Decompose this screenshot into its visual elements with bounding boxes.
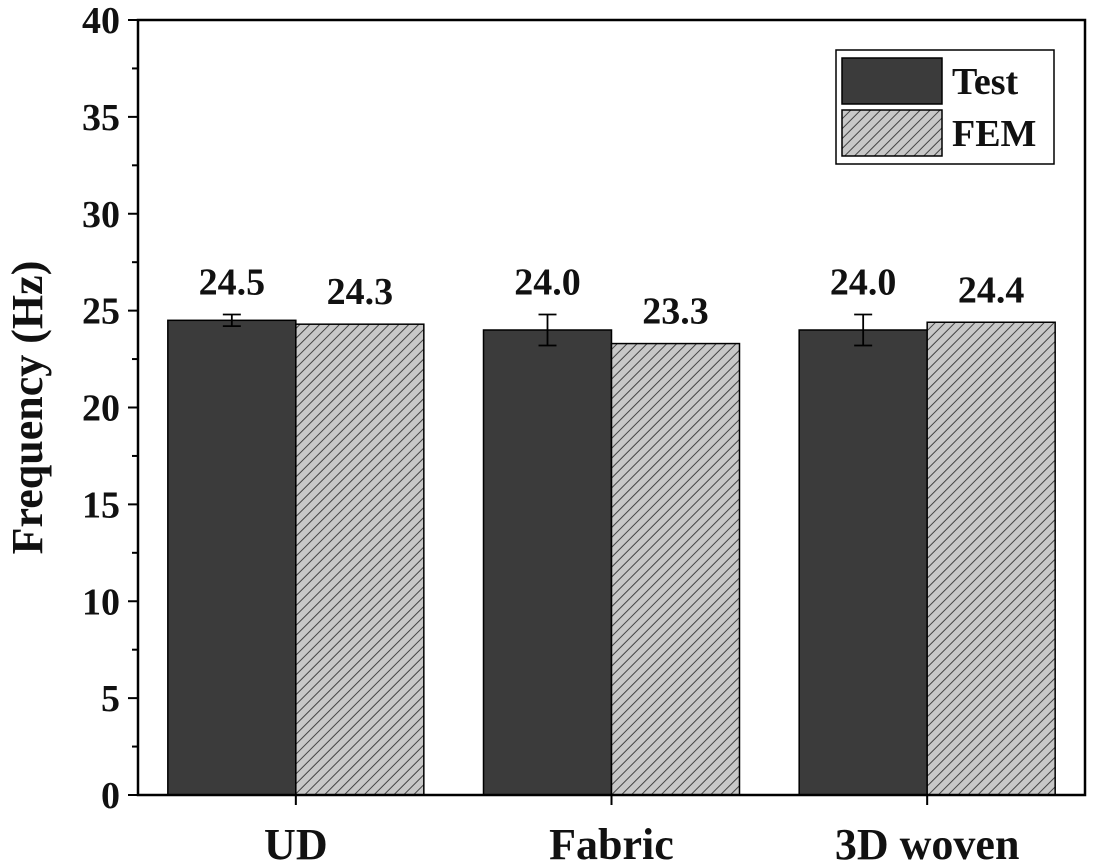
legend-label: FEM [952, 113, 1036, 155]
data-label: 24.4 [958, 269, 1025, 311]
legend-swatch-test [841, 57, 943, 105]
bar-fem-0 [295, 323, 425, 796]
bar-test-1 [482, 329, 613, 796]
data-label: 24.3 [327, 271, 394, 313]
y-tick-label: 20 [82, 388, 120, 430]
y-tick-label: 10 [82, 581, 120, 623]
legend-label: Test [952, 61, 1019, 103]
y-axis-title: Frequency (Hz) [3, 261, 52, 555]
y-tick-label: 35 [82, 97, 120, 139]
data-label: 24.5 [199, 262, 266, 304]
legend-swatch-fem [841, 109, 943, 157]
x-tick-label: Fabric [549, 820, 674, 864]
y-tick-label: 40 [82, 0, 120, 42]
data-label: 24.0 [514, 262, 581, 304]
bar-fem-1 [610, 342, 741, 796]
y-tick-label: 30 [82, 194, 120, 236]
x-tick-label: 3D woven [835, 820, 1020, 864]
plot-frame [136, 18, 1087, 797]
data-label: 24.0 [830, 262, 897, 304]
y-tick-label: 0 [101, 775, 120, 817]
bar-fem-2 [926, 321, 1056, 796]
y-tick-label: 5 [101, 678, 120, 720]
x-tick-label: UD [264, 820, 328, 864]
bar-test-0 [167, 319, 297, 796]
y-tick-label: 15 [82, 484, 120, 526]
y-tick-label: 25 [82, 291, 120, 333]
data-label: 23.3 [642, 291, 709, 333]
bar-test-2 [798, 329, 928, 796]
